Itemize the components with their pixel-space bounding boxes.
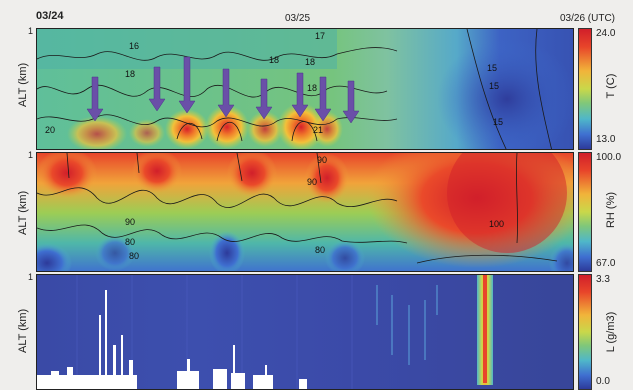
panel-lwc-ytick-1: 1 xyxy=(28,272,34,282)
panel-temp-ylabel: ALT (km) xyxy=(17,62,29,107)
time-mid-label: 03/25 xyxy=(285,13,311,24)
time-start-label: 03/24 xyxy=(36,10,64,22)
temp-cbar-label: T (C) xyxy=(605,73,617,99)
rh-contour-label-6: 100 xyxy=(489,219,504,229)
lwc-cbar-max: 3.3 xyxy=(596,274,610,285)
rh-contour-label-0: 90 xyxy=(317,155,327,165)
liquid-water-panel xyxy=(36,274,574,390)
temperature-panel: 16 18 18 20 17 18 18 21 15 15 15 xyxy=(36,28,574,150)
t-contour-label-1: 18 xyxy=(125,69,135,79)
temperature-heatmap: 16 18 18 20 17 18 18 21 15 15 15 xyxy=(37,29,573,149)
lwc-cbar-min: 0.0 xyxy=(596,376,610,387)
rh-contour-label-1: 90 xyxy=(307,177,317,187)
humidity-colorbar xyxy=(578,152,592,272)
rh-contour-label-5: 80 xyxy=(315,245,325,255)
t-contour-label-6: 18 xyxy=(307,83,317,93)
panel-temp-ytick-1: 1 xyxy=(28,26,34,36)
t-contour-label-3: 20 xyxy=(45,125,55,135)
t-contour-label-10: 15 xyxy=(493,117,503,127)
t-contour-label-7: 21 xyxy=(313,125,323,135)
t-contour-label-2: 18 xyxy=(269,55,279,65)
rh-cbar-min: 67.0 xyxy=(596,258,616,269)
liquid-water-heatmap xyxy=(37,275,573,389)
temperature-colorbar xyxy=(578,28,592,150)
arrow-markers xyxy=(86,56,360,124)
temp-cbar-max: 24.0 xyxy=(596,28,616,39)
panel-rh-ytick-1: 1 xyxy=(28,150,34,160)
panel-lwc-ylabel: ALT (km) xyxy=(17,308,29,353)
humidity-heatmap: 90 90 90 80 80 80 100 xyxy=(37,153,573,271)
time-end-label: 03/26 (UTC) xyxy=(560,13,616,24)
t-contour-label-0: 16 xyxy=(129,41,139,51)
rh-contour-label-3: 80 xyxy=(125,237,135,247)
rh-cbar-label: RH (%) xyxy=(605,191,617,229)
rh-contour-label-4: 80 xyxy=(129,251,139,261)
panel-rh-ylabel: ALT (km) xyxy=(17,190,29,235)
rh-contour-label-2: 90 xyxy=(125,217,135,227)
t-contour-label-5: 18 xyxy=(305,57,315,67)
lwc-cbar-label: L (g/m3) xyxy=(605,311,617,353)
rh-cbar-max: 100.0 xyxy=(596,152,622,163)
t-contour-label-8: 15 xyxy=(487,63,497,73)
t-contour-label-9: 15 xyxy=(489,81,499,91)
t-contour-label-4: 17 xyxy=(315,31,325,41)
humidity-panel: 90 90 90 80 80 80 100 xyxy=(36,152,574,272)
temp-cbar-min: 13.0 xyxy=(596,134,616,145)
liquid-water-colorbar xyxy=(578,274,592,390)
